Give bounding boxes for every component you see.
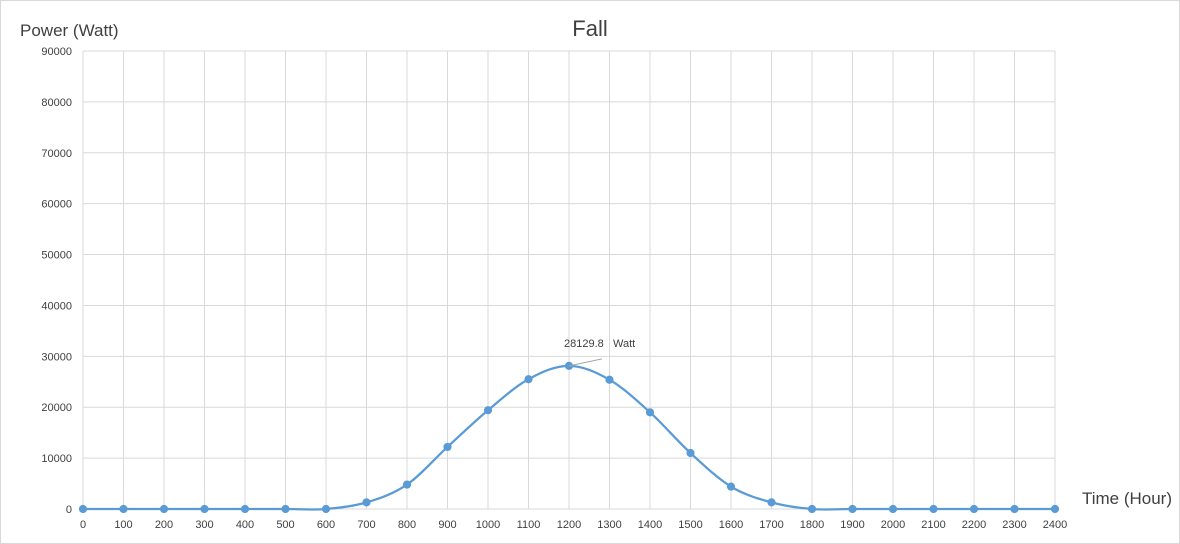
x-tick-label: 1600 xyxy=(719,519,743,531)
y-tick-label: 60000 xyxy=(41,199,72,211)
x-tick-label: 1400 xyxy=(638,519,662,531)
y-tick-label: 70000 xyxy=(41,148,72,160)
y-tick-label: 80000 xyxy=(41,97,72,109)
data-point xyxy=(78,504,88,514)
data-point xyxy=(159,504,169,514)
annotation-value: 28129.8 xyxy=(564,338,604,350)
x-tick-label: 2100 xyxy=(921,519,945,531)
annotation-leader-line xyxy=(568,358,603,367)
y-tick-label: 0 xyxy=(66,504,72,516)
data-point xyxy=(119,504,128,514)
data-point xyxy=(402,480,412,489)
data-point xyxy=(524,375,533,384)
y-tick-label: 40000 xyxy=(41,300,72,312)
y-tick-label: 30000 xyxy=(41,351,72,363)
x-tick-label: 100 xyxy=(114,519,132,531)
data-point xyxy=(1050,504,1060,514)
x-tick-label: 1000 xyxy=(476,519,500,531)
data-point xyxy=(888,504,898,514)
x-tick-label: 500 xyxy=(276,519,294,531)
x-tick-label: 2400 xyxy=(1043,519,1067,531)
data-point xyxy=(321,504,331,514)
data-point xyxy=(483,406,493,415)
data-point xyxy=(240,504,250,514)
x-tick-label: 1800 xyxy=(800,519,824,531)
data-point xyxy=(969,504,979,514)
x-tick-label: 700 xyxy=(357,519,375,531)
data-point xyxy=(362,498,371,507)
data-point xyxy=(645,408,655,417)
x-tick-label: 300 xyxy=(195,519,213,531)
x-tick-label: 200 xyxy=(155,519,173,531)
x-tick-label: 1700 xyxy=(759,519,783,531)
y-tick-label: 90000 xyxy=(41,46,72,58)
x-tick-label: 1100 xyxy=(517,519,541,531)
x-tick-label: 400 xyxy=(236,519,254,531)
data-point xyxy=(564,361,574,370)
y-tick-label: 10000 xyxy=(41,453,72,465)
x-tick-label: 900 xyxy=(438,519,456,531)
data-point xyxy=(605,375,614,384)
x-tick-label: 600 xyxy=(317,519,335,531)
x-tick-label: 2000 xyxy=(881,519,905,531)
x-tick-label: 800 xyxy=(398,519,416,531)
x-tick-label: 2300 xyxy=(1002,519,1026,531)
x-tick-label: 1300 xyxy=(597,519,621,531)
x-tick-label: 1500 xyxy=(678,519,702,531)
tick-labels: 0100002000030000400005000060000700008000… xyxy=(41,46,1067,531)
data-point xyxy=(686,448,695,458)
data-point xyxy=(281,504,290,514)
y-axis-label: Power (Watt) xyxy=(20,21,119,40)
data-point xyxy=(848,504,857,514)
x-tick-label: 0 xyxy=(80,519,86,531)
chart-title: Fall xyxy=(572,16,607,41)
y-tick-label: 50000 xyxy=(41,250,72,262)
annotation-unit: Watt xyxy=(613,338,635,350)
x-axis-label: Time (Hour) xyxy=(1082,489,1172,508)
annotations: 28129.8 Watt xyxy=(564,338,635,367)
gridlines xyxy=(82,50,1056,510)
data-point xyxy=(807,504,817,514)
data-point xyxy=(929,504,938,514)
x-tick-label: 1200 xyxy=(557,519,581,531)
x-tick-label: 2200 xyxy=(962,519,986,531)
data-point xyxy=(726,482,736,491)
data-point xyxy=(200,504,209,514)
data-point xyxy=(767,498,776,507)
series-fall xyxy=(78,361,1060,514)
y-tick-label: 20000 xyxy=(41,402,72,414)
data-point xyxy=(443,442,452,452)
data-point xyxy=(1010,504,1019,514)
x-tick-label: 1900 xyxy=(840,519,864,531)
